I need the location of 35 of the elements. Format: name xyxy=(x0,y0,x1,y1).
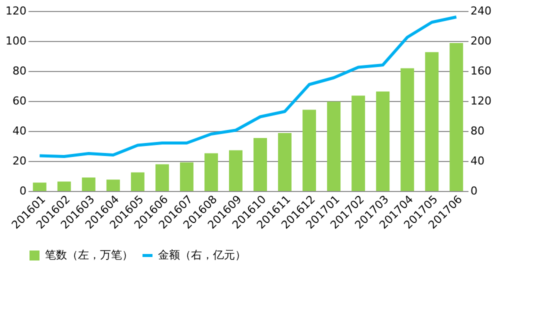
bar xyxy=(278,132,292,191)
y-tick-label: 100 xyxy=(6,34,26,48)
bar xyxy=(180,162,194,191)
bar xyxy=(229,150,242,191)
y2-tick-label: 160 xyxy=(470,64,492,78)
y2-tick-label: 120 xyxy=(470,94,492,108)
bar xyxy=(32,182,46,191)
bar xyxy=(327,102,341,191)
line-series xyxy=(38,16,458,158)
y2-tick-label: 80 xyxy=(470,124,484,138)
y2-tick-label: 240 xyxy=(470,4,492,18)
bar xyxy=(57,182,71,191)
y-tick-label: 60 xyxy=(12,94,26,108)
y-tick-label: 120 xyxy=(6,4,26,18)
legend-label: 笔数（左，万笔） xyxy=(45,248,133,262)
y-tick-label: 0 xyxy=(20,184,26,198)
bar xyxy=(82,178,96,191)
bar xyxy=(425,52,439,191)
bar xyxy=(302,110,316,191)
bar xyxy=(204,153,218,191)
y-tick-label: 40 xyxy=(12,124,26,138)
y2-tick-label: 0 xyxy=(470,184,478,198)
y2-tick-label: 200 xyxy=(470,34,492,48)
bar xyxy=(400,68,414,191)
bar xyxy=(450,42,464,191)
bar xyxy=(155,164,169,191)
y-tick-label: 80 xyxy=(12,64,26,78)
y-tick-label: 20 xyxy=(12,154,26,168)
bar xyxy=(106,180,120,191)
bar xyxy=(352,96,366,191)
legend-label: 金额（右，亿元） xyxy=(158,248,246,262)
bar xyxy=(254,138,267,191)
bar xyxy=(130,172,144,191)
y2-tick-label: 40 xyxy=(470,154,484,168)
bar xyxy=(376,92,390,191)
